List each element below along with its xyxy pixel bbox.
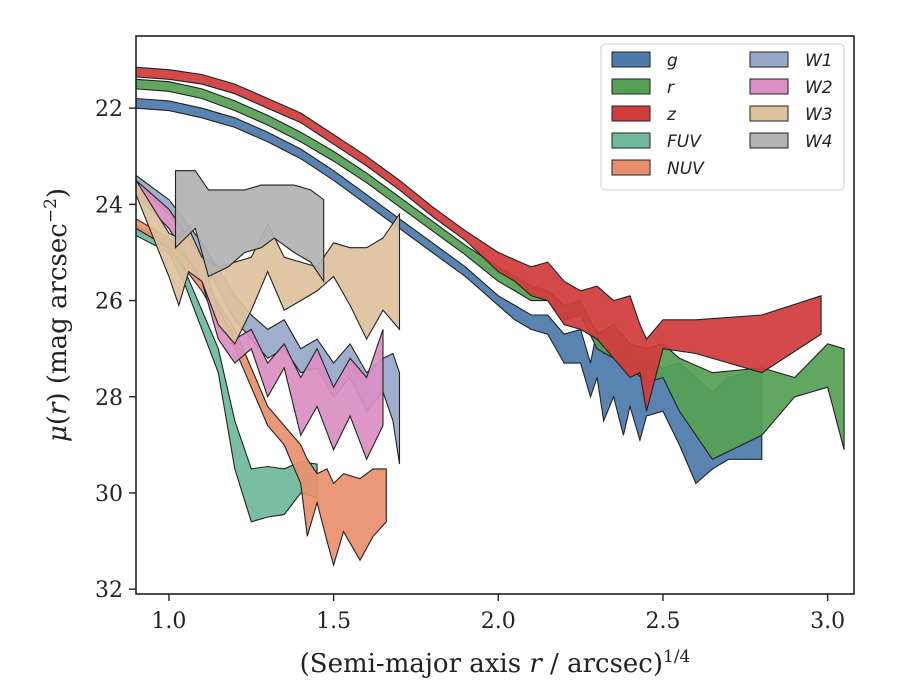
y-tick-label: 26 <box>95 290 123 315</box>
y-tick-label: 32 <box>95 578 123 603</box>
x-tick-label: 2.5 <box>645 609 680 634</box>
series-bands <box>135 66 845 568</box>
legend-swatch-g <box>611 51 651 68</box>
legend-label-W1: W1 <box>805 51 833 71</box>
legend-swatch-W1 <box>749 51 789 68</box>
x-tick-label: 2.0 <box>481 609 516 634</box>
legend: grz FUV NUV W1 W2 W3 W4 <box>600 43 845 191</box>
legend-swatch-z <box>611 105 651 122</box>
legend-swatch-FUV <box>611 132 651 149</box>
legend-label-r: r <box>667 78 675 98</box>
band-z <box>135 66 822 412</box>
y-axis-label: μ(r) (mag arcsec−2) <box>41 188 73 442</box>
x-tick-label: 1.0 <box>151 609 186 634</box>
legend-label-FUV: FUV <box>667 132 702 152</box>
plot-frame <box>135 35 855 595</box>
legend-label-W4: W4 <box>805 132 833 152</box>
legend-swatch-NUV <box>611 159 651 176</box>
y-axis: 22 24 26 28 30 32 <box>95 97 136 603</box>
legend-label-z: z <box>666 105 677 125</box>
band-g <box>135 97 763 485</box>
y-tick-label: 22 <box>95 97 123 122</box>
legend-swatch-W2 <box>749 78 789 95</box>
band-W2 <box>135 179 384 461</box>
legend-swatch-W3 <box>749 105 789 122</box>
band-W4 <box>174 170 325 284</box>
band-NUV <box>135 217 387 568</box>
legend-swatch-r <box>611 78 651 95</box>
legend-label-g: g <box>667 51 678 71</box>
legend-label-W3: W3 <box>805 105 833 125</box>
y-tick-label: 28 <box>95 386 123 411</box>
x-axis-label: (Semi-major axis r / arcsec)1/4 <box>300 647 691 679</box>
y-tick-label: 30 <box>95 482 123 507</box>
band-r <box>135 78 845 461</box>
x-tick-label: 3.0 <box>810 609 845 634</box>
legend-swatch-W4 <box>749 132 789 149</box>
x-tick-label: 1.5 <box>316 609 351 634</box>
legend-label-NUV: NUV <box>667 159 705 179</box>
y-tick-label: 24 <box>95 193 123 218</box>
x-axis: 1.0 1.5 2.0 2.5 3.0 <box>151 594 845 634</box>
legend-label-W2: W2 <box>805 78 833 98</box>
